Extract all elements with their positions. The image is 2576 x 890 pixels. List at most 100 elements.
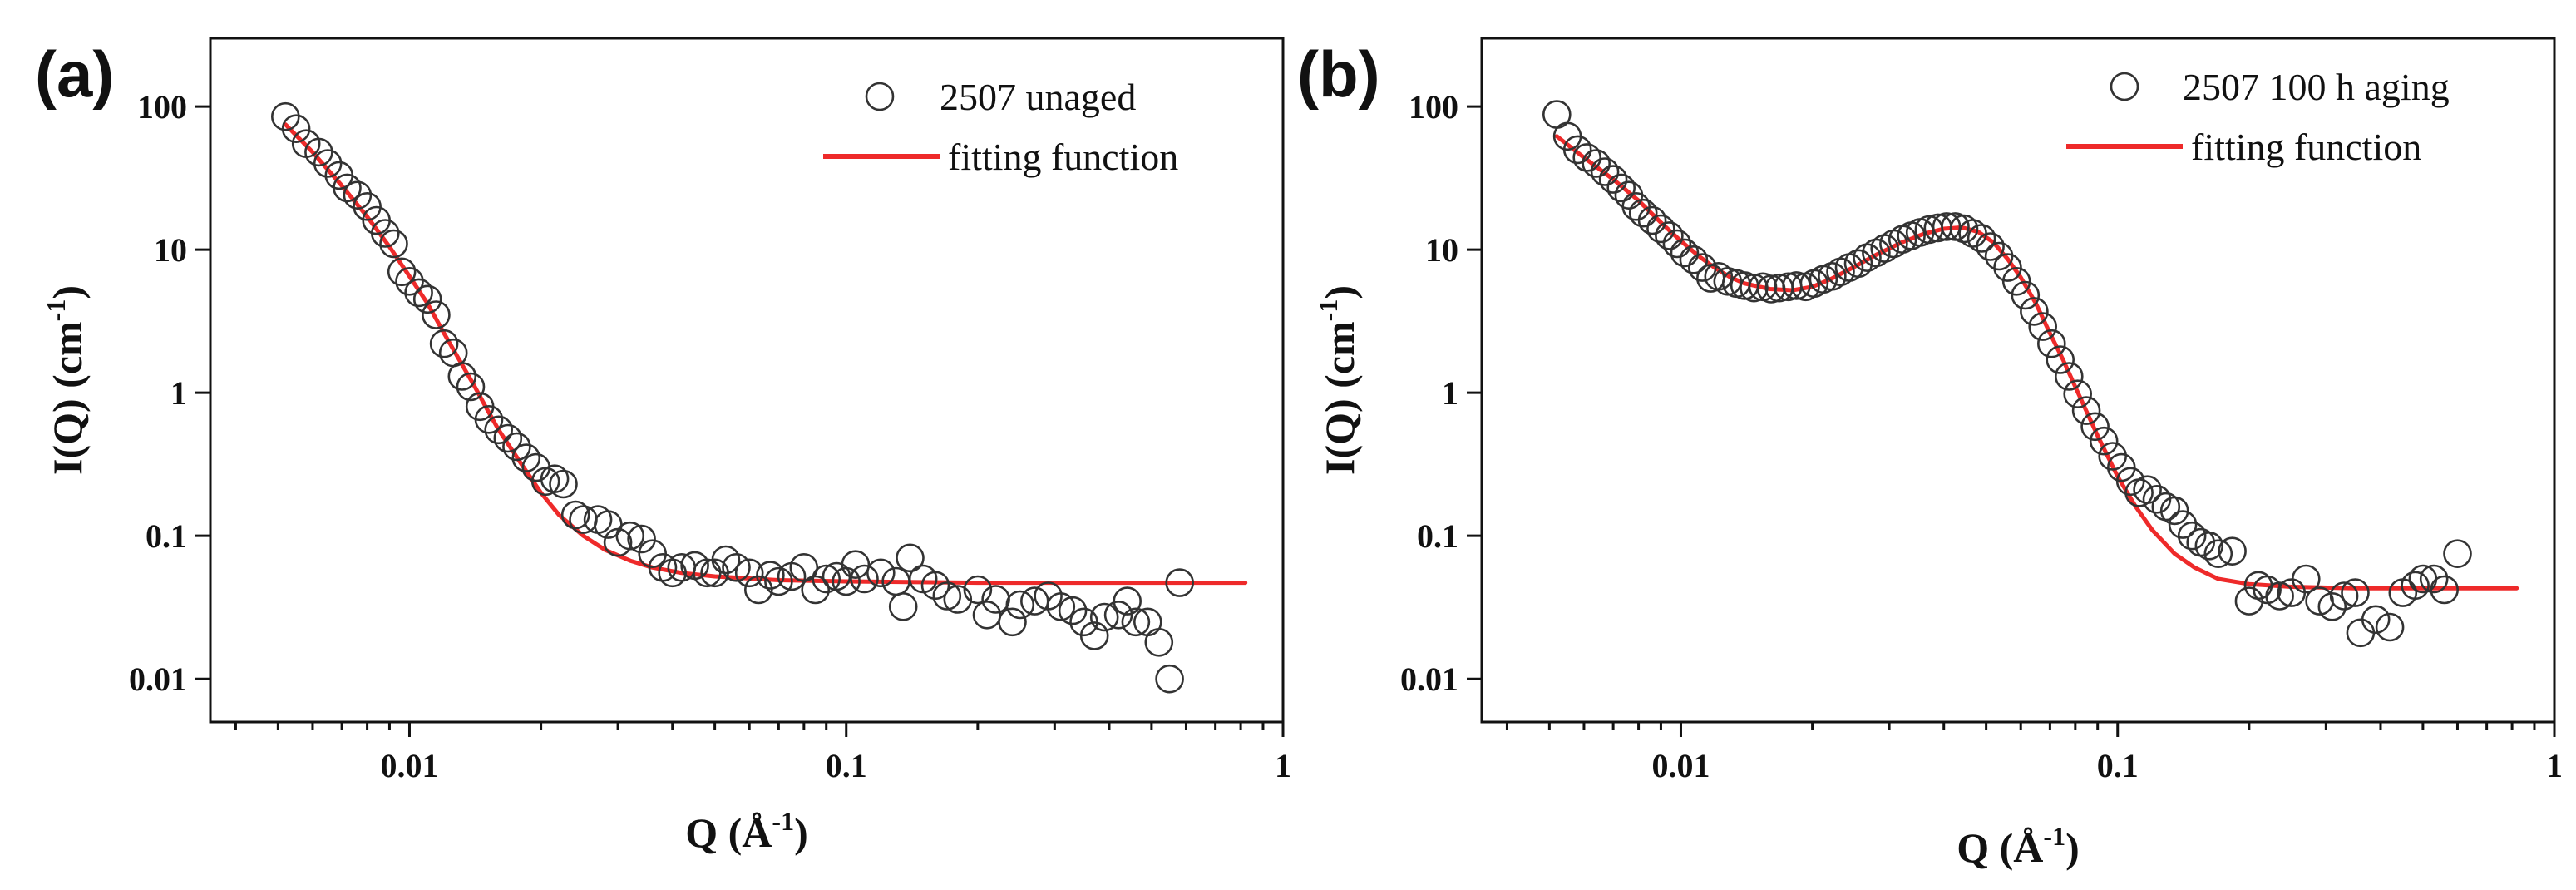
legend-a: 2507 unaged fitting function: [823, 76, 1178, 178]
data-point-b: [2089, 426, 2119, 456]
data-point-b: [2020, 297, 2049, 326]
data-point-a: [511, 443, 541, 472]
data-point-b: [2203, 539, 2233, 569]
data-point-a: [1046, 591, 1076, 621]
data-point-a: [1005, 590, 1035, 620]
data-point-b: [2107, 452, 2136, 482]
data-point-a: [422, 300, 451, 329]
data-point-a: [943, 585, 973, 614]
data-point-a: [502, 432, 531, 462]
fit-line-b: [1554, 134, 2519, 591]
data-point-a: [850, 564, 879, 594]
data-point-b: [1688, 253, 1717, 282]
data-point-a: [370, 219, 400, 248]
data-point-a: [866, 558, 896, 588]
data-point-a: [734, 558, 764, 588]
data-point-a: [764, 566, 793, 596]
data-point-a: [1113, 586, 1142, 616]
x-tick-label-a: 0.01: [380, 747, 438, 784]
fit-line-a: [283, 122, 1248, 586]
data-point-b: [2375, 612, 2405, 642]
x-axis-label-b: Q (Å-1): [1957, 821, 2079, 871]
data-point-a: [569, 505, 598, 534]
data-point-b: [2361, 605, 2391, 635]
legend-label-a-series: 2507 unaged: [940, 76, 1136, 118]
data-point-a: [313, 149, 343, 178]
data-point-b: [2317, 591, 2347, 621]
data-point-a: [756, 561, 785, 590]
data-point-b: [1932, 212, 1962, 241]
plot-frame-b: [1480, 37, 2556, 724]
fit-layer-a: [283, 122, 1248, 586]
data-point-a: [1089, 602, 1119, 632]
data-point-b: [1843, 249, 1873, 279]
data-point-a: [658, 558, 688, 588]
data-point-a: [972, 600, 1002, 630]
data-point-a: [841, 550, 871, 580]
data-point-b: [2159, 496, 2189, 526]
data-point-a: [627, 524, 656, 554]
data-point-a: [549, 469, 578, 499]
y-tick-label-b: 10: [1425, 231, 1458, 269]
data-point-a: [447, 362, 477, 391]
x-tick-label-b: 0.1: [2097, 747, 2139, 784]
plot-frame-a: [209, 37, 1285, 724]
data-point-b: [1679, 245, 1709, 274]
x-tick-label-b: 1: [2546, 747, 2563, 784]
data-point-a: [333, 173, 362, 203]
data-point-a: [1144, 627, 1174, 657]
points-layer-a: [270, 101, 1194, 694]
data-point-a: [1133, 607, 1162, 637]
data-point-a: [812, 564, 841, 594]
data-point-b: [2265, 581, 2294, 611]
axis-ticks-b: 0.01 0.1 1 0.01 0.1 1 10 100: [1400, 88, 2563, 784]
y-tick-label-b: 100: [1409, 88, 1458, 126]
y-axis-label-a: I(Q) (cm-1): [41, 285, 91, 475]
x-axis-label-a: Q (Å-1): [685, 806, 807, 856]
data-point-b: [1984, 241, 2014, 271]
data-point-a: [932, 581, 962, 611]
data-point-b: [2115, 467, 2145, 497]
data-point-a: [484, 415, 514, 445]
axis-ticks-a: 0.01 0.1 1 0.01 0.1 1 10 100: [129, 88, 1291, 784]
data-point-b: [2194, 531, 2224, 561]
data-point-b: [2430, 575, 2459, 605]
data-point-a: [998, 607, 1027, 637]
data-point-a: [1165, 568, 1194, 597]
y-tick-label-b: 0.1: [1417, 517, 1458, 555]
data-point-b: [2341, 578, 2370, 607]
legend-marker-a: [865, 82, 895, 111]
data-point-a: [474, 404, 504, 434]
data-point-a: [412, 284, 442, 314]
y-tick-label-a: 0.1: [146, 517, 187, 555]
data-point-b: [2063, 379, 2092, 409]
data-point-b: [1572, 143, 1601, 172]
y-axis-label-b: I(Q) (cm-1): [1313, 285, 1363, 475]
data-point-b: [1993, 253, 2022, 282]
data-point-a: [1079, 621, 1109, 650]
data-point-a: [888, 591, 918, 621]
data-point-b: [2419, 564, 2449, 594]
panel-a: (a) 0.01 0.1 1 0.01 0.1 1 10 100 2507 unaged fi…: [35, 37, 1291, 856]
legend-marker-b: [2110, 72, 2139, 101]
data-point-a: [387, 257, 417, 287]
data-point-b: [1976, 232, 2005, 261]
panel-label-a: (a): [35, 37, 114, 111]
data-point-b: [2133, 475, 2162, 505]
data-point-a: [1103, 600, 1133, 630]
data-point-b: [1637, 205, 1667, 235]
data-point-b: [2218, 536, 2247, 566]
y-tick-label-a: 10: [154, 231, 187, 269]
data-point-a: [896, 543, 925, 573]
y-tick-label-b: 0.01: [1400, 660, 1458, 698]
data-point-a: [963, 575, 993, 605]
data-point-a: [722, 552, 751, 582]
data-point-b: [1582, 149, 1611, 178]
data-point-a: [789, 552, 819, 582]
data-point-a: [493, 423, 523, 453]
data-point-b: [1598, 165, 1628, 194]
data-point-b: [1782, 271, 1811, 300]
data-point-b: [2329, 581, 2359, 611]
y-tick-label-a: 100: [137, 88, 187, 126]
data-point-a: [429, 329, 459, 358]
